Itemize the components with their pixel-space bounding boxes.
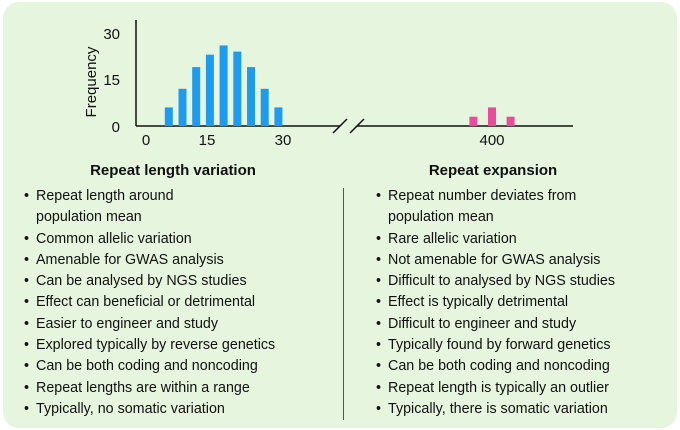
y-tick-label-15: 15 <box>103 72 120 89</box>
repeat-expansion-list: Repeat number deviates from population m… <box>376 186 666 421</box>
bar <box>164 107 173 126</box>
axis-break-mark-1 <box>332 118 348 134</box>
repeat-expansion-title: Repeat expansion <box>428 162 558 179</box>
axis-break-mark-2 <box>349 118 365 134</box>
y-tick-label-30: 30 <box>103 26 120 43</box>
list-item: Amenable for GWAS analysis <box>24 250 339 272</box>
bar <box>260 88 269 126</box>
bar <box>233 51 242 126</box>
comparison-panel: Frequency 0 15 30 0 15 30 400 Repeat len… <box>3 2 677 428</box>
list-item: Effect can beneficial or detrimental <box>24 292 339 314</box>
list-item: Can be both coding and noncoding <box>24 356 339 378</box>
bar <box>488 107 496 126</box>
bar <box>192 67 201 126</box>
list-item: Can be both coding and noncoding <box>376 356 666 378</box>
list-item: Typically, no somatic variation <box>24 399 339 421</box>
frequency-chart: Frequency 0 15 30 0 15 30 400 <box>83 20 573 149</box>
list-item: Explored typically by reverse genetics <box>24 335 339 357</box>
bar <box>247 67 255 126</box>
list-item: Effect is typically detrimental <box>376 292 666 314</box>
repeat-length-variation-list: Repeat length around population mean Com… <box>24 186 339 421</box>
column-divider <box>343 188 344 420</box>
bar <box>205 54 214 127</box>
bars-group <box>164 45 515 127</box>
list-item: Typically found by forward genetics <box>376 335 666 357</box>
bar <box>274 107 283 126</box>
list-item: Repeat length is typically an outlier <box>376 378 666 400</box>
bar <box>219 45 228 126</box>
list-item: Easier to engineer and study <box>24 314 339 336</box>
list-item: Difficult to analysed by NGS studies <box>376 271 666 293</box>
list-item: Repeat number deviates from population m… <box>376 186 666 229</box>
y-axis-label: Frequency <box>83 46 100 117</box>
x-tick-label-30: 30 <box>275 132 292 149</box>
x-tick-label-15: 15 <box>199 132 216 149</box>
list-item: Can be analysed by NGS studies <box>24 271 339 293</box>
list-item: Typically, there is somatic variation <box>376 399 666 421</box>
bar <box>178 88 187 126</box>
y-tick-label-0: 0 <box>112 119 120 136</box>
list-item: Repeat length around population mean <box>24 186 339 229</box>
list-item: Rare allelic variation <box>376 229 666 251</box>
list-item: Repeat lengths are within a range <box>24 378 339 400</box>
bar <box>469 116 478 126</box>
list-item: Common allelic variation <box>24 229 339 251</box>
bar <box>506 116 515 126</box>
list-item: Difficult to engineer and study <box>376 314 666 336</box>
repeat-length-variation-title: Repeat length variation <box>90 162 256 179</box>
list-item: Not amenable for GWAS analysis <box>376 250 666 272</box>
x-tick-label-0: 0 <box>142 132 150 149</box>
x-tick-label-400: 400 <box>479 132 504 149</box>
